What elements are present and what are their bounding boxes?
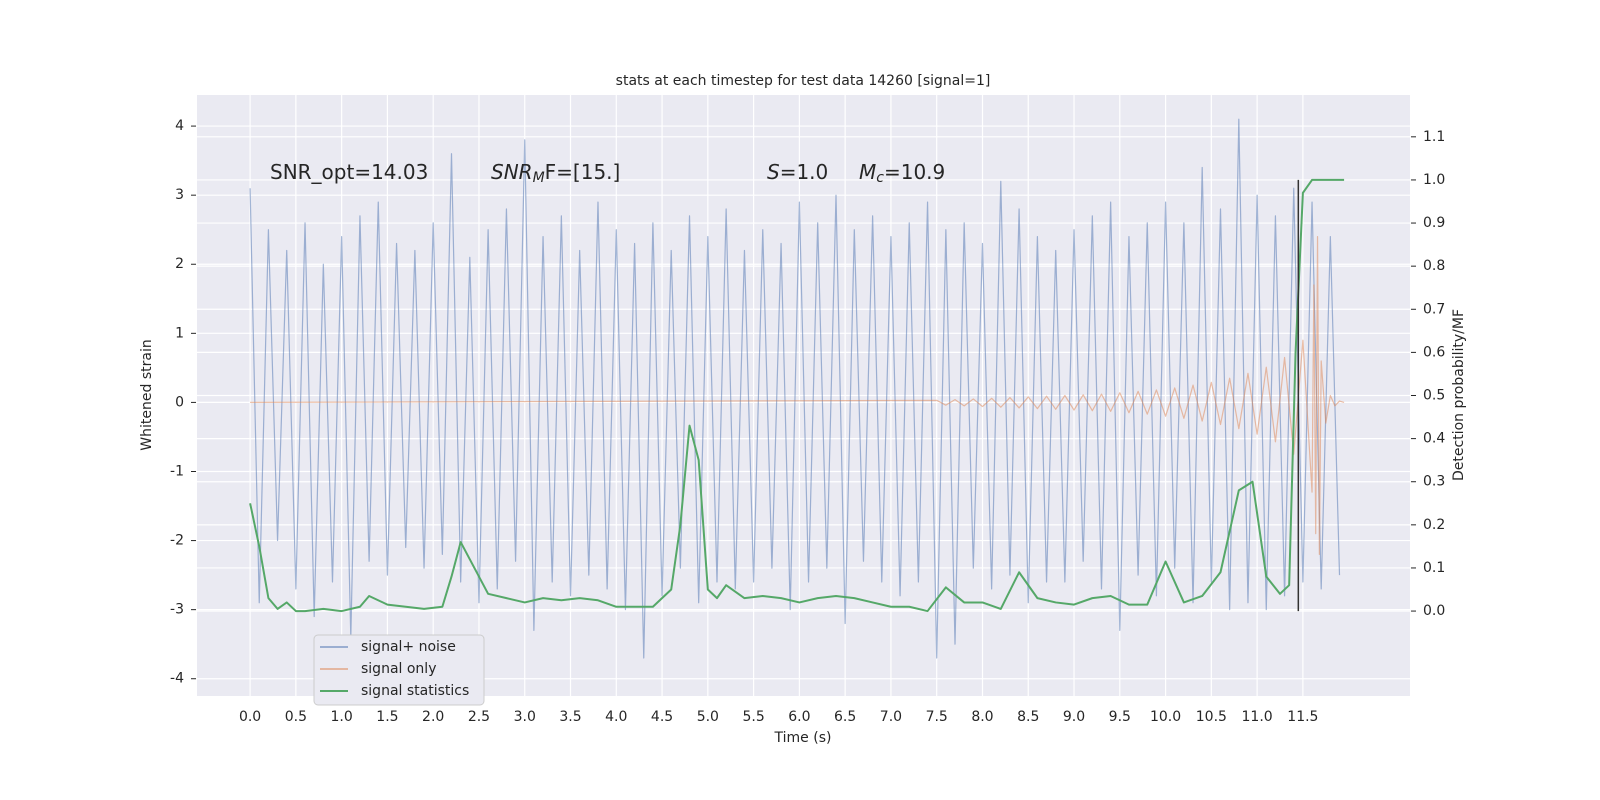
y-tick-label: -1	[170, 463, 184, 479]
y-tick-label: 0	[175, 394, 184, 410]
annotation: SNR_opt=14.03	[270, 160, 428, 184]
annotation: SNRMF=[15.]	[491, 160, 620, 187]
annotation-part: =10.9	[884, 160, 945, 184]
y2-tick-label: 0.7	[1423, 301, 1445, 317]
x-tick-label: 9.5	[1109, 709, 1131, 725]
x-tick-label: 2.0	[422, 709, 444, 725]
y-tick-label: -3	[170, 602, 184, 618]
series-line	[250, 236, 1345, 555]
chart-title: stats at each timestep for test data 142…	[616, 73, 991, 89]
series-line	[249, 178, 1345, 613]
y2-tick-label: 0.9	[1423, 215, 1445, 231]
x-tick-label: 6.5	[834, 709, 856, 725]
y2-tick-label: 1.1	[1423, 129, 1445, 145]
annotation-part: S	[767, 160, 780, 184]
x-tick-label: 0.5	[285, 709, 307, 725]
annotation: S=1.0	[767, 160, 828, 184]
annotation-part: =1.0	[780, 160, 829, 184]
x-tick-label: 6.0	[788, 709, 810, 725]
y2-tick-label: 0.1	[1423, 560, 1445, 576]
y2-tick-label: 0.3	[1423, 474, 1445, 490]
x-tick-label: 0.0	[239, 709, 261, 725]
x-tick-label: 3.0	[514, 709, 536, 725]
annotation-part: c	[876, 170, 884, 186]
y2-tick-label: 1.0	[1423, 172, 1445, 188]
y2-tick-label: 0.0	[1423, 603, 1445, 619]
annotation: Mc=10.9	[859, 160, 945, 187]
y-tick-label: 4	[175, 118, 184, 134]
annotation-part: F=[15.]	[545, 160, 621, 184]
annotation-part: M	[533, 170, 545, 186]
x-tick-label: 10.0	[1150, 709, 1181, 725]
x-tick-label: 8.5	[1017, 709, 1039, 725]
legend-label: signal statistics	[361, 683, 469, 699]
x-tick-label: 4.5	[651, 709, 673, 725]
x-tick-label: 10.5	[1196, 709, 1227, 725]
x-tick-label: 5.0	[697, 709, 719, 725]
x-tick-label: 2.5	[468, 709, 490, 725]
x-tick-label: 7.5	[926, 709, 948, 725]
y2-tick-label: 0.4	[1423, 431, 1445, 447]
y-tick-label: -4	[170, 671, 184, 687]
y2-tick-label: 0.6	[1423, 344, 1445, 360]
x-tick-label: 4.0	[605, 709, 627, 725]
legend-label: signal+ noise	[361, 639, 456, 655]
x-tick-label: 1.5	[376, 709, 398, 725]
x-tick-label: 1.0	[331, 709, 353, 725]
annotation-part: SNR	[491, 160, 533, 184]
x-tick-label: 8.0	[971, 709, 993, 725]
series-line	[249, 118, 1341, 659]
y2-tick-label: 0.8	[1423, 258, 1445, 274]
y2-tick-label: 0.2	[1423, 517, 1445, 533]
x-tick-label: 9.0	[1063, 709, 1085, 725]
y-tick-label: 2	[175, 256, 184, 272]
annotation-part: SNR_opt=14.03	[270, 160, 428, 184]
y2-tick-label: 0.5	[1423, 388, 1445, 404]
annotation-part: M	[859, 160, 876, 184]
y-tick-label: 1	[175, 325, 184, 341]
legend-box	[313, 634, 485, 706]
x-tick-label: 5.5	[742, 709, 764, 725]
x-tick-label: 11.0	[1242, 709, 1273, 725]
y-tick-label: -2	[170, 533, 184, 549]
x-tick-label: 3.5	[559, 709, 581, 725]
legend-label: signal only	[361, 661, 436, 677]
y-axis-label: Whitened strain	[139, 339, 155, 450]
y-tick-label: 3	[175, 187, 184, 203]
x-axis-label: Time (s)	[774, 730, 832, 746]
x-tick-label: 7.0	[880, 709, 902, 725]
y2-axis-label: Detection probability/MF	[1451, 309, 1467, 481]
x-tick-label: 11.5	[1287, 709, 1318, 725]
